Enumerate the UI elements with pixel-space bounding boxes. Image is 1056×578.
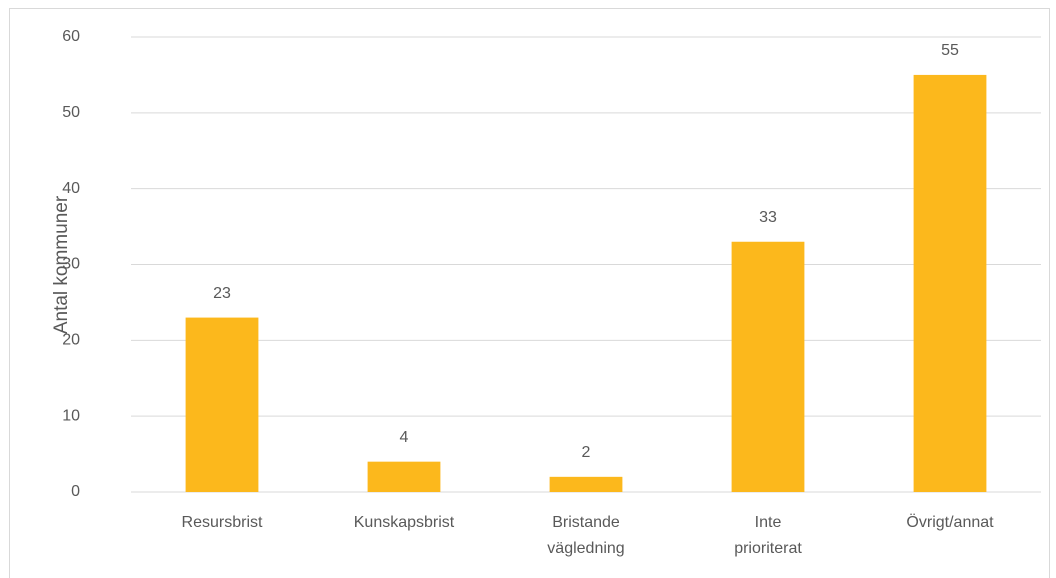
y-axis-label: Antal kommuner <box>51 195 72 334</box>
bar <box>185 317 259 492</box>
x-tick-label: Övrigt/annat <box>906 513 994 531</box>
bar <box>913 74 987 493</box>
x-tick-label: Kunskapsbrist <box>354 514 455 531</box>
y-tick-label: 40 <box>62 180 80 197</box>
x-tick-label: Bristande vägledning <box>547 514 624 557</box>
y-tick-label: 0 <box>71 483 80 500</box>
bar <box>549 476 623 492</box>
bar <box>731 241 805 492</box>
data-label: 4 <box>400 429 409 446</box>
y-tick-label: 50 <box>62 104 80 121</box>
x-tick-label: Inte prioriterat <box>734 514 802 557</box>
chart-frame <box>9 8 1050 578</box>
bar <box>367 461 441 492</box>
data-label: 55 <box>941 42 959 59</box>
y-tick-label: 30 <box>62 256 80 273</box>
y-tick-label: 10 <box>62 407 80 424</box>
data-label: 23 <box>213 285 231 302</box>
data-label: 33 <box>759 209 777 226</box>
y-tick-label: 60 <box>62 28 80 45</box>
x-tick-label: Resursbrist <box>182 514 263 531</box>
y-tick-label: 20 <box>62 332 80 349</box>
data-label: 2 <box>582 444 591 461</box>
